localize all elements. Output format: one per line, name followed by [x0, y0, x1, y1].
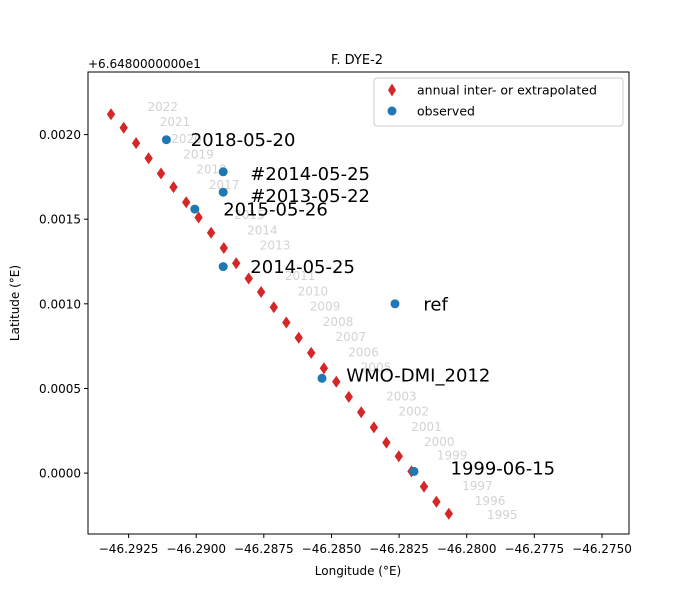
annual-point — [282, 316, 291, 329]
year-label: 2003 — [386, 389, 417, 403]
x-tick-label: −46.2800 — [437, 542, 497, 556]
annual-point — [256, 286, 266, 298]
observed-label: WMO-DMI_2012 — [346, 365, 490, 386]
annual-point — [269, 301, 278, 314]
y-axis-ticks: 0.0000 0.0005 0.0010 0.0015 0.0020 — [39, 128, 88, 481]
observed-label: 2014-05-25 — [250, 257, 355, 278]
x-tick-label: −46.2825 — [369, 542, 429, 556]
annual-point — [394, 450, 403, 463]
year-label: 2008 — [323, 315, 354, 329]
year-label: 1996 — [475, 494, 506, 508]
x-tick-label: −46.2900 — [166, 542, 226, 556]
year-label: 2006 — [348, 345, 379, 359]
observed-label: ref — [423, 294, 448, 315]
x-axis-ticks: −46.2925 −46.2900 −46.2875 −46.2850 −46.2825… — [99, 534, 632, 556]
year-label: 2000 — [424, 435, 455, 449]
observed-label: 2015-05-26 — [223, 200, 328, 221]
annual-point — [382, 436, 391, 449]
observed-point — [218, 187, 228, 197]
annual-point — [194, 211, 203, 224]
observed-point — [218, 262, 228, 272]
observed-labels: 2018-05-20 #2014-05-25#2013-05-222015-05-… — [191, 130, 555, 479]
annual-point — [232, 257, 241, 270]
annual-point — [106, 108, 116, 121]
y-offset-text: +6.6480000000e1 — [88, 57, 201, 71]
chart-title: F. DYE-2 — [331, 53, 383, 68]
year-label: 2001 — [411, 420, 442, 434]
observed-point — [161, 135, 171, 145]
legend-annual-label: annual inter- or extrapolated — [417, 83, 597, 98]
annual-point — [131, 137, 141, 150]
year-label: 2015 — [234, 208, 265, 222]
year-label: 2009 — [310, 300, 341, 314]
observed-point — [218, 167, 228, 177]
x-tick-label: −46.2925 — [99, 542, 159, 556]
year-label: 2007 — [336, 330, 367, 344]
year-label: 2021 — [160, 115, 191, 129]
annual-point — [319, 362, 329, 375]
year-label: 1999 — [437, 449, 468, 463]
year-label: 2011 — [285, 269, 316, 283]
year-label: 2010 — [298, 284, 329, 298]
legend-box — [373, 77, 624, 127]
annual-point — [357, 406, 366, 419]
x-tick-label: −46.2750 — [572, 542, 632, 556]
annual-point — [294, 331, 303, 344]
year-label: 1995 — [487, 508, 518, 522]
year-label: 1997 — [462, 479, 493, 493]
y-tick-label: 0.0005 — [39, 382, 81, 396]
observed-label: #2013-05-22 — [250, 186, 370, 207]
legend: annual inter- or extrapolated observed — [373, 77, 624, 127]
observed-label: 1999-06-15 — [451, 459, 556, 480]
legend-annual-marker — [388, 83, 396, 97]
annual-point — [144, 152, 153, 165]
year-label: 2019 — [183, 147, 214, 161]
observed-point — [317, 373, 327, 383]
observed-point — [409, 466, 419, 476]
legend-observed-label: observed — [417, 104, 475, 119]
year-label: 2017 — [209, 178, 240, 192]
plot-frame — [87, 71, 630, 535]
annual-point — [219, 242, 228, 254]
y-tick-label: 0.0000 — [39, 467, 81, 481]
observed-point — [190, 204, 200, 214]
annual-point — [344, 390, 353, 403]
annual-point — [182, 196, 191, 209]
annual-point — [156, 167, 166, 180]
observed-label: #2014-05-25 — [250, 164, 370, 185]
annual-point — [169, 181, 178, 194]
observed-label: 2018-05-20 — [191, 130, 296, 151]
year-label: 2022 — [148, 100, 179, 114]
annual-point — [369, 421, 379, 434]
y-tick-label: 0.0010 — [39, 297, 81, 311]
annual-point — [307, 346, 316, 359]
year-label: 2020 — [171, 132, 202, 146]
y-tick-label: 0.0020 — [39, 128, 81, 142]
annual-point — [444, 507, 453, 520]
annual-series — [106, 108, 453, 520]
annual-point — [432, 495, 441, 508]
year-label: 2005 — [361, 361, 392, 375]
x-tick-label: −46.2875 — [234, 542, 294, 556]
annual-point — [332, 375, 341, 388]
annual-point — [419, 480, 429, 493]
x-tick-label: −46.2850 — [302, 542, 362, 556]
y-axis-label: Latitude (°E) — [8, 265, 22, 341]
observed-series — [161, 135, 419, 476]
legend-observed-marker — [387, 106, 397, 116]
year-label: 2014 — [247, 224, 278, 238]
annual-point — [206, 226, 216, 239]
y-tick-label: 0.0015 — [39, 213, 81, 227]
x-tick-label: −46.2775 — [504, 542, 564, 556]
observed-point — [390, 299, 400, 309]
year-label: 2013 — [260, 239, 291, 253]
annual-point — [119, 121, 128, 134]
year-label: 2002 — [399, 405, 430, 419]
annual-point — [244, 272, 253, 285]
x-axis-label: Longitude (°E) — [315, 564, 401, 578]
